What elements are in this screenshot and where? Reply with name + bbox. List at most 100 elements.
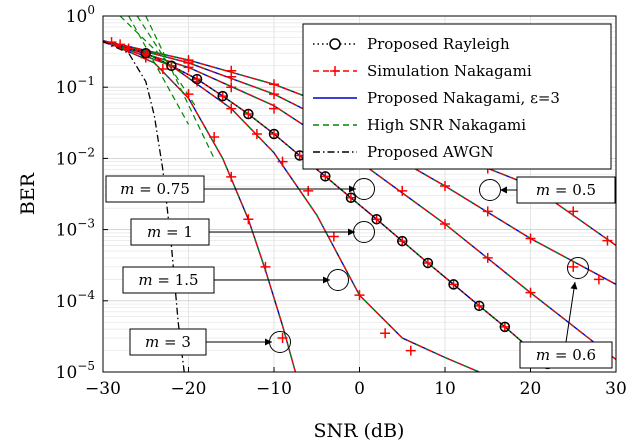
series-line-awgn xyxy=(102,40,185,373)
y-ticks: 100 10−1 10−2 10−3 10−4 10−5 xyxy=(56,3,108,383)
simulation-marker xyxy=(243,214,254,225)
simulation-marker xyxy=(226,65,237,76)
simulation-marker xyxy=(226,103,237,114)
simulation-marker xyxy=(320,171,331,182)
annotation-m: m = 1 xyxy=(130,218,375,246)
simulation-marker xyxy=(405,345,416,356)
annotation-box xyxy=(122,266,215,294)
series-line-high-snr xyxy=(102,40,480,373)
simulation-marker xyxy=(482,252,493,263)
simulation-marker xyxy=(251,129,262,140)
x-tick-label: −10 xyxy=(256,379,292,399)
rayleigh-marker xyxy=(191,73,203,85)
simulation-marker xyxy=(568,261,579,272)
simulation-marker xyxy=(166,60,177,71)
annotation-arrow xyxy=(565,281,576,343)
simulation-marker xyxy=(217,91,228,102)
annotation-arrowhead xyxy=(349,185,356,193)
legend-label: Proposed AWGN xyxy=(367,143,494,161)
simulation-marker xyxy=(602,235,613,246)
simulation-marker xyxy=(115,39,126,50)
simulation-marker xyxy=(277,333,288,344)
legend-marker xyxy=(329,38,341,50)
rayleigh-marker xyxy=(422,257,434,269)
legend-item: Proposed AWGN xyxy=(313,143,494,161)
annotation-arrowhead xyxy=(265,338,272,346)
simulation-marker xyxy=(226,82,237,93)
y-tick-label: 10−4 xyxy=(56,288,96,312)
simulation-marker xyxy=(269,79,279,90)
simulation-marker xyxy=(226,171,237,182)
simulation-marker xyxy=(568,206,579,217)
simulation-marker xyxy=(157,64,168,75)
x-tick-label: 30 xyxy=(605,379,627,399)
annotation-circle xyxy=(479,179,501,201)
annotation-label: m = 1.5 xyxy=(138,271,198,289)
annotation-arrowhead xyxy=(500,186,507,194)
simulation-marker xyxy=(106,37,117,48)
annotation-box xyxy=(129,328,207,356)
annotation-circle xyxy=(327,269,349,291)
rayleigh-marker xyxy=(499,321,511,333)
rayleigh-marker xyxy=(397,235,408,247)
simulation-marker xyxy=(397,185,408,196)
y-tick-label: 10−2 xyxy=(56,145,95,169)
legend-item: High SNR Nakagami xyxy=(313,116,526,134)
simulation-marker xyxy=(269,103,279,114)
rayleigh-marker xyxy=(448,279,459,290)
annotation-m: m = 0.75 xyxy=(105,175,375,203)
legend-item: Proposed Rayleigh xyxy=(313,35,510,53)
simulation-marker xyxy=(243,109,254,120)
annotation-box xyxy=(130,218,210,246)
rayleigh-marker xyxy=(345,192,357,204)
annotation-box xyxy=(519,341,613,369)
x-tick-label: 10 xyxy=(434,379,456,399)
simulation-marker xyxy=(140,48,151,59)
y-tick-label: 10−1 xyxy=(56,74,95,98)
x-tick-label: −20 xyxy=(171,379,207,399)
rayleigh-marker xyxy=(268,128,280,140)
series-line-simulation xyxy=(102,40,296,373)
annotation-m: m = 3 xyxy=(129,328,291,356)
series-line-rayleigh xyxy=(102,41,548,365)
annotation-label: m = 0.5 xyxy=(536,181,596,199)
annotation-arrowhead xyxy=(348,228,355,236)
simulation-marker xyxy=(183,89,194,100)
legend-marker xyxy=(330,66,340,76)
x-tick-label: 0 xyxy=(354,379,365,399)
simulation-marker xyxy=(448,279,459,290)
y-axis-label: BER xyxy=(17,172,39,215)
legend-label: Simulation Nakagami xyxy=(367,62,532,80)
simulation-marker xyxy=(397,236,408,247)
x-tick-label: −30 xyxy=(85,379,121,399)
legend-box xyxy=(302,23,612,170)
rayleigh-marker xyxy=(371,213,382,225)
simulation-marker xyxy=(371,214,382,225)
simulation-marker xyxy=(303,185,314,196)
simulation-marker xyxy=(499,321,510,332)
simulation-marker xyxy=(192,74,203,85)
simulation-marker xyxy=(482,206,493,217)
x-ticks: −30 −20 −10 0 10 20 30 xyxy=(85,367,627,399)
series-line-simulation xyxy=(102,40,480,373)
annotation-circle xyxy=(353,221,375,243)
high-snr-asymptote xyxy=(136,15,198,109)
simulation-marker xyxy=(525,233,536,244)
simulation-marker xyxy=(260,261,271,272)
simulation-marker xyxy=(474,300,485,311)
annotation-circle xyxy=(353,178,375,200)
simulation-marker xyxy=(277,156,288,167)
rayleigh-marker xyxy=(166,60,177,72)
rayleigh-marker xyxy=(217,90,228,102)
legend-label: Proposed Nakagami, ε=3 xyxy=(367,89,560,107)
simulation-marker xyxy=(269,89,279,100)
annotation-label: m = 0.75 xyxy=(120,180,190,198)
legend-label: Proposed Rayleigh xyxy=(367,35,510,53)
simulation-marker xyxy=(269,129,279,140)
simulation-marker xyxy=(209,131,220,142)
simulation-marker xyxy=(440,218,450,229)
y-tick-label: 100 xyxy=(66,3,95,27)
annotation-arrowhead xyxy=(570,282,578,290)
annotations: m = 0.75 m = 0.5 m = 1 m = 1.5 m = 3 m = 0.6 xyxy=(105,175,616,369)
